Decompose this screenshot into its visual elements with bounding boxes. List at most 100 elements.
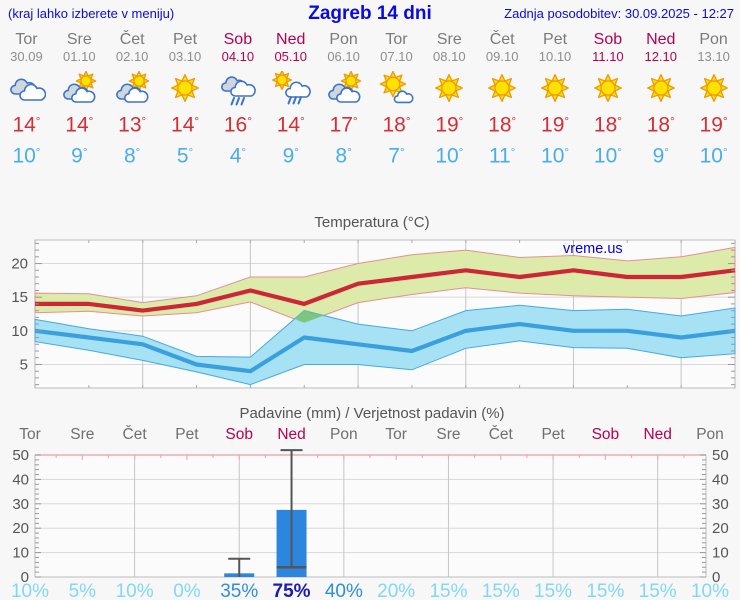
day-icon-cell (317, 70, 370, 107)
day-date: 03.10 (168, 49, 202, 64)
degree-sign: ° (188, 147, 194, 160)
band-overlap-region (296, 310, 324, 323)
day-icon-cell (687, 71, 740, 107)
tmax-band (34, 246, 736, 324)
degree-sign: ° (458, 147, 464, 160)
day-column-1: Tor 30.09 14° 10° (0, 30, 53, 171)
rain-bars (224, 449, 307, 577)
prob-label: 15% (586, 581, 624, 600)
weather-icon-sunny (541, 74, 570, 102)
prob-label: 20% (377, 581, 415, 600)
y-label-right: 40 (712, 471, 729, 488)
degree-sign: ° (35, 147, 41, 160)
day-icon-cell (476, 71, 529, 107)
temp-chart-title: Temperatura (°C) (314, 214, 429, 231)
cloud-shape (284, 81, 311, 98)
degree-sign: ° (664, 147, 669, 160)
sun-disc (705, 80, 722, 96)
day-date: 04.10 (221, 49, 255, 64)
day-tmin: 10° (699, 144, 728, 168)
day-name: Ned (646, 31, 676, 48)
prob-label: 10% (116, 581, 154, 600)
precip-plot-area (35, 455, 706, 577)
day-tmax: 18° (382, 113, 411, 137)
day-date: 02.10 (115, 49, 149, 64)
day-date: 10.10 (538, 49, 572, 64)
day-name: Sre (66, 31, 92, 48)
day-icon-cell (581, 71, 634, 107)
day-date: 01.10 (63, 49, 96, 64)
day-tmin: 9° (71, 144, 88, 168)
day-column-12: Sob 11.10 18° 10° (581, 30, 634, 171)
precip-day-label: Čet (123, 426, 148, 443)
y-label-left: 50 (12, 447, 29, 464)
degree-sign: ° (194, 116, 199, 128)
rain-stroke (235, 97, 240, 106)
day-name: Pon (329, 31, 358, 48)
day-column-2: Sre 01.10 14° 9° (53, 30, 106, 171)
degree-sign: ° (82, 147, 88, 160)
precip-chart: Padavine (mm) / Verjetnost padavin (%) To… (11, 405, 729, 600)
day-tmax: 14° (65, 113, 94, 137)
cloud-shape (71, 87, 96, 103)
precip-day-label: Ned (643, 426, 671, 443)
weather-icon-sunny (170, 74, 199, 102)
day-date: 09.10 (485, 49, 519, 64)
degree-sign: ° (399, 147, 405, 160)
day-tmin: 7° (388, 144, 405, 168)
prob-label: 0% (173, 581, 201, 600)
day-icon-cell (529, 71, 582, 107)
degree-sign: ° (405, 116, 411, 128)
day-tmax: 13° (118, 113, 147, 137)
degree-sign: ° (617, 116, 622, 128)
day-tmin: 11° (488, 144, 516, 168)
cloud-shape (19, 83, 47, 101)
prob-label: 10% (691, 581, 729, 600)
temp-y-axis: 5 10 15 20 (11, 242, 735, 386)
day-name: Sob (223, 31, 253, 48)
menu-hint-text: (kraj lahko izberete v meniju) (8, 6, 175, 21)
day-tmin: 10° (12, 144, 41, 168)
y-label-left: 30 (12, 496, 29, 513)
day-date: 07.10 (380, 49, 413, 64)
prob-label: 35% (220, 581, 258, 600)
precip-day-label: Ned (277, 426, 305, 443)
tmin-line (34, 322, 736, 374)
degree-sign: ° (352, 116, 358, 128)
day-date: 08.10 (433, 49, 466, 64)
day-date: 05.10 (274, 49, 307, 64)
day-name: Pet (173, 31, 198, 48)
weather-icon-rain (220, 76, 256, 106)
precip-day-label: Sre (436, 426, 460, 443)
day-tmax: 16° (223, 113, 252, 137)
sun-disc (276, 74, 288, 86)
day-tmax: 19° (699, 113, 728, 137)
charts-canvas: Temperatura (°C) 5 10 15 20 vreme.us Padavine … (11, 214, 736, 600)
day-icon-cell (159, 71, 212, 107)
precip-day-label: Sob (225, 426, 253, 443)
day-tmin: 8° (335, 144, 352, 168)
precip-gridlines (35, 455, 706, 577)
sun-disc (652, 80, 669, 96)
y-tick-label: 20 (11, 256, 28, 273)
day-column-4: Pet 03.10 14° 5° (159, 30, 212, 171)
day-tmin: 4° (229, 144, 247, 168)
weather-icon-sunny (593, 74, 622, 102)
degree-sign: ° (564, 116, 570, 128)
day-tmax: 19° (435, 113, 464, 137)
vreme-watermark-link[interactable]: vreme.us (563, 241, 623, 257)
cloud-shape (394, 90, 414, 104)
day-tmax: 14° (171, 113, 199, 137)
weather-icon-partly (116, 70, 150, 103)
precip-y-axes: 0 0 10 10 20 20 30 30 40 40 50 50 (12, 447, 728, 586)
tmax-line (35, 268, 736, 313)
y-tick-label: 5 (20, 356, 28, 373)
page-title: Zagreb 14 dni (308, 3, 432, 24)
degree-sign: ° (247, 116, 252, 128)
day-name: Sob (593, 31, 623, 48)
sun-disc (133, 75, 145, 87)
degree-sign: ° (510, 147, 516, 160)
y-label-left: 40 (12, 471, 29, 488)
day-column-7: Pon 06.10 17° 8° (317, 30, 370, 171)
day-date: 30.09 (10, 49, 43, 64)
